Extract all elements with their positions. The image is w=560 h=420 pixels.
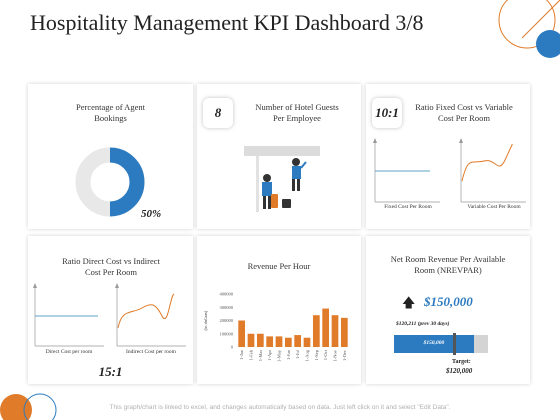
target-progress-bar: $150,000 (394, 335, 488, 353)
bar-1-Mar (256, 333, 264, 347)
card-hotel-guests: 8 Number of Hotel Guests Per Employee (197, 84, 361, 229)
target-value: $120,000 (446, 367, 473, 375)
card-title: Percentage of Agent Bookings (76, 102, 145, 123)
bar-1-Dec (340, 317, 348, 347)
target-label: Target: (452, 359, 471, 365)
variable-cost-label: Variable Cost Per Room (467, 204, 521, 210)
y-tick-label: 400000 (220, 292, 234, 297)
value-badge: 10:1 (372, 98, 402, 128)
bottom-left-decoration (0, 393, 57, 420)
card-agent-bookings: Percentage of Agent Bookings 50% (28, 84, 193, 229)
progress-value-label: $150,000 (423, 340, 445, 346)
y-tick-label: 100000 (220, 331, 234, 336)
previous-period-note: $120,211 (prev 30 days) (396, 321, 450, 327)
donut-slice-agent (109, 147, 145, 217)
fixed-cost-label: Fixed Cost Per Room (384, 204, 432, 210)
bar-1-Oct (322, 308, 330, 347)
x-tick-label: 1-Mar (258, 350, 263, 362)
bar-1-Jan (238, 320, 246, 347)
x-tick-label: 1-Jul (295, 349, 300, 359)
variable-cost-chart (459, 138, 526, 203)
direct-cost-label: Direct Cost per room (45, 349, 93, 355)
percent-label: 50% (141, 208, 162, 220)
y-tick-label: 0 (231, 345, 234, 350)
card-title: Revenue Per Hour (247, 261, 311, 271)
footer-note: This graph/chart is linked to excel, and… (109, 404, 451, 411)
card-revenue-per-hour: Revenue Per Hour (in dollars) 0 100000 2000… (197, 236, 361, 384)
card-title: Number of Hotel Guests Per Employee (255, 102, 339, 123)
y-tick-label: 200000 (220, 318, 234, 323)
value-badge: 8 (203, 98, 233, 128)
card-fixed-variable: 10:1 Ratio Fixed Cost vs Variable Cost P… (366, 84, 530, 229)
card-title: Ratio Direct Cost vs Indirect Cost Per R… (62, 256, 160, 277)
x-tick-label: 1-Jun (286, 349, 291, 360)
up-arrow-icon: 🡅 (402, 295, 416, 310)
x-tick-label: 1-Dec (342, 350, 347, 361)
card-direct-indirect: Ratio Direct Cost vs Indirect Cost Per R… (28, 236, 193, 384)
donut-chart (75, 147, 145, 217)
bar-1-Feb (247, 333, 255, 347)
y-axis-label: (in dollars) (203, 310, 208, 330)
bar-1-Apr (266, 336, 274, 347)
fixed-cost-chart (373, 138, 440, 203)
card-title: Ratio Fixed Cost vs Variable Cost Per Ro… (415, 102, 513, 123)
indirect-cost-label: Indirect Cost per room (126, 349, 176, 355)
x-tick-label: 1-Sep (314, 349, 319, 360)
y-tick-label: 300000 (220, 305, 234, 310)
nrevpar-value: $150,000 (424, 294, 473, 309)
card-title: Net Room Revenue Per Available Room (NRE… (390, 254, 506, 275)
bar-1-Aug (303, 337, 311, 347)
direct-cost-chart (33, 283, 104, 347)
x-tick-label: 1-Feb (249, 349, 254, 360)
indirect-cost-chart (115, 283, 186, 347)
bar-1-Nov (331, 315, 339, 347)
bar-1-Jun (284, 337, 292, 347)
x-tick-label: 1-May (277, 349, 282, 362)
top-right-decoration (498, 0, 560, 58)
card-nrevpar: Net Room Revenue Per Available Room (NRE… (366, 236, 530, 384)
target-marker (453, 333, 456, 355)
reception-icon (244, 146, 320, 212)
ratio-value: 15:1 (98, 364, 123, 379)
x-tick-label: 1-Jan (239, 349, 244, 359)
x-tick-label: 1-Aug (305, 349, 310, 361)
page-title: Hospitality Management KPI Dashboard 3/8 (30, 10, 424, 35)
progress-fill: $150,000 (394, 335, 474, 353)
bar-1-Sep (312, 315, 320, 347)
bar-1-May (275, 336, 283, 347)
x-tick-label: 1-Oct (323, 349, 328, 360)
x-tick-label: 1-Apr (267, 350, 272, 361)
bar-1-Jul (294, 335, 302, 347)
revenue-bar-chart: (in dollars) 0 100000 200000 300000 400000 1-J… (203, 292, 348, 362)
x-tick-label: 1-Nov (333, 349, 338, 361)
